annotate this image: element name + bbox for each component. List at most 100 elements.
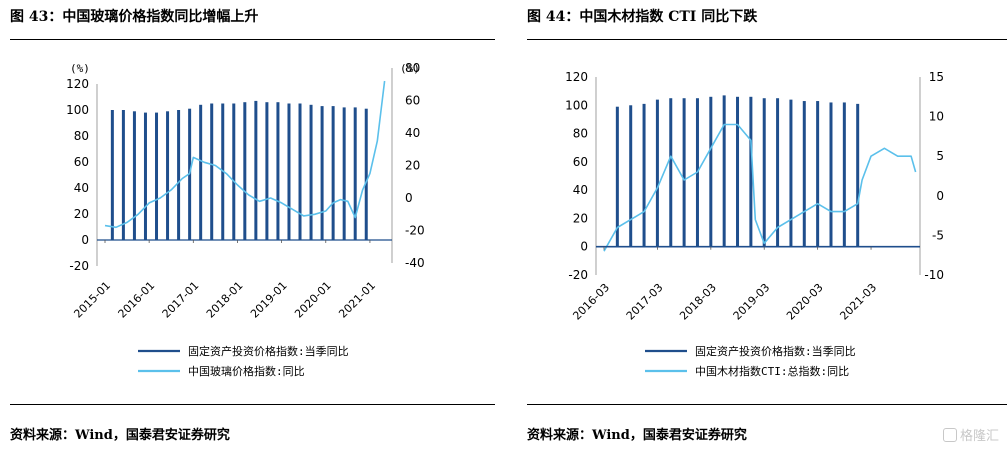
figure-44-top-rule xyxy=(527,39,1007,40)
fixed-asset-price-bar xyxy=(829,102,833,247)
right-axis-tick-label: 5 xyxy=(936,149,944,163)
fixed-asset-price-bar xyxy=(353,107,357,241)
right-axis-unit: (%) xyxy=(400,62,420,75)
timber-cti-line xyxy=(603,123,917,252)
fixed-asset-price-bar xyxy=(121,110,125,240)
fixed-asset-price-bar xyxy=(143,112,147,240)
right-axis-tick-label: 15 xyxy=(929,70,944,84)
fixed-asset-price-bar xyxy=(287,103,291,240)
fixed-asset-price-bar xyxy=(210,103,214,240)
x-axis-tick-label: 2019-01 xyxy=(248,279,290,321)
fixed-asset-price-bar xyxy=(364,108,368,240)
fixed-asset-price-bar xyxy=(655,99,659,247)
fixed-asset-price-bar xyxy=(166,111,170,240)
fixed-asset-price-bar xyxy=(320,106,324,240)
right-axis-tick-label: 80 xyxy=(405,61,420,75)
left-axis-tick-label: 40 xyxy=(74,181,89,195)
legend-label: 固定资产投资价格指数:当季同比 xyxy=(695,344,856,358)
legend-label: 固定资产投资价格指数:当季同比 xyxy=(188,344,349,358)
figure-43-bottom-rule xyxy=(10,404,495,405)
fixed-asset-price-bar xyxy=(682,98,686,247)
fixed-asset-price-bar xyxy=(331,106,335,240)
figure-44-bottom-rule xyxy=(527,404,1007,405)
x-axis-tick-label: 2020-01 xyxy=(292,279,334,321)
left-axis-tick-label: 20 xyxy=(74,207,89,221)
left-axis-tick-label: 0 xyxy=(81,233,89,247)
fixed-asset-price-bar xyxy=(243,102,247,240)
right-axis-tick-label: 10 xyxy=(929,110,944,124)
right-axis-tick-label: -20 xyxy=(405,224,425,238)
right-axis-tick-label: -40 xyxy=(405,256,425,270)
left-axis-tick-label: -20 xyxy=(69,259,89,273)
fixed-asset-price-bar xyxy=(722,95,726,247)
fixed-asset-price-bar xyxy=(789,99,793,247)
x-axis-tick-label: 2015-01 xyxy=(71,279,113,321)
x-axis-tick-label: 2016-01 xyxy=(116,279,158,321)
legend-label: 中国玻璃价格指数:同比 xyxy=(188,364,305,378)
figure-43-top-rule xyxy=(10,39,495,40)
legend-label: 中国木材指数CTI:总指数:同比 xyxy=(695,364,849,378)
x-axis-tick-label: 2021-01 xyxy=(336,279,378,321)
right-axis-tick-label: -10 xyxy=(924,268,944,282)
right-axis-tick-label: -5 xyxy=(932,228,944,242)
figure-43-source: 资料来源：Wind，国泰君安证券研究 xyxy=(10,428,230,443)
right-axis-tick-label: 0 xyxy=(936,189,944,203)
fixed-asset-price-bar xyxy=(736,96,740,247)
x-axis-tick-label: 2017-03 xyxy=(624,281,666,323)
fixed-asset-price-bar xyxy=(254,100,258,241)
left-axis-tick-label: 0 xyxy=(580,240,588,254)
fixed-asset-price-bar xyxy=(615,106,619,247)
left-axis-tick-label: 100 xyxy=(565,98,588,112)
figure-44-source: 资料来源：Wind，国泰君安证券研究 xyxy=(527,428,747,443)
left-axis-tick-label: 120 xyxy=(66,77,89,91)
fixed-asset-price-bar xyxy=(776,98,780,247)
watermark-logo: 格隆汇 xyxy=(942,425,999,444)
fixed-asset-price-bar xyxy=(155,112,159,240)
left-axis-tick-label: 20 xyxy=(573,211,588,225)
figure-43-chart: -20 0 20 40 60 80 100 120 -40 -20 0 20 40 60 80 2015-01… xyxy=(66,61,425,378)
figure-44-panel: 图 44：中国木材指数 CTI 同比下跌 -20 0 20 40 60 80 100 120-… xyxy=(517,0,1007,451)
figure-44-title: 图 44：中国木材指数 CTI 同比下跌 xyxy=(527,9,758,25)
fixed-asset-price-bar xyxy=(762,98,766,247)
fixed-asset-price-bar xyxy=(276,102,280,240)
left-axis-tick-label: -20 xyxy=(568,268,588,282)
x-axis-tick-label: 2019-03 xyxy=(731,281,773,323)
x-axis-tick-label: 2020-03 xyxy=(784,281,826,323)
fixed-asset-price-bar xyxy=(709,96,713,247)
left-axis-tick-label: 40 xyxy=(573,183,588,197)
left-axis-unit: (%) xyxy=(70,62,90,75)
fixed-asset-price-bar xyxy=(342,107,346,241)
fixed-asset-price-bar xyxy=(232,103,236,240)
fixed-asset-price-bar xyxy=(132,111,136,240)
watermark-text: 格隆汇 xyxy=(959,429,999,444)
figure-43-panel: 图 43：中国玻璃价格指数同比增幅上升 -20 0 20 40 60 80 100 120 -4… xyxy=(0,0,495,451)
x-axis-tick-label: 2018-03 xyxy=(677,281,719,323)
fixed-asset-price-bar xyxy=(110,110,114,240)
left-axis-tick-label: 120 xyxy=(565,70,588,84)
glass-price-index-line xyxy=(104,80,386,229)
watermark-icon xyxy=(942,428,957,442)
fixed-asset-price-bar xyxy=(842,102,846,247)
fixed-asset-price-bar xyxy=(749,96,753,247)
right-axis-tick-label: 0 xyxy=(405,191,413,205)
figure-44-chart: -20 0 20 40 60 80 100 120 -10 -5 0 5 10 15 2016-03 2017… xyxy=(565,70,944,378)
fixed-asset-price-bar xyxy=(629,105,633,247)
right-axis-tick-label: 20 xyxy=(405,159,420,173)
figure-43-title: 图 43：中国玻璃价格指数同比增幅上升 xyxy=(10,9,259,25)
fixed-asset-price-bar xyxy=(298,103,302,240)
x-axis-tick-label: 2017-01 xyxy=(160,279,202,321)
left-axis-tick-label: 80 xyxy=(573,127,588,141)
left-axis-tick-label: 100 xyxy=(66,103,89,117)
fixed-asset-price-bar xyxy=(177,110,181,240)
fixed-asset-price-bar xyxy=(309,104,313,240)
fixed-asset-price-bar xyxy=(816,101,820,247)
left-axis-tick-label: 80 xyxy=(74,129,89,143)
fixed-asset-price-bar xyxy=(802,101,806,247)
fixed-asset-price-bar xyxy=(669,98,673,247)
left-axis-tick-label: 60 xyxy=(573,155,588,169)
fixed-asset-price-bar xyxy=(642,103,646,247)
fixed-asset-price-bar xyxy=(199,104,203,240)
x-axis-tick-label: 2016-03 xyxy=(570,281,612,323)
fixed-asset-price-bar xyxy=(856,103,860,247)
fixed-asset-price-bar xyxy=(265,102,269,240)
